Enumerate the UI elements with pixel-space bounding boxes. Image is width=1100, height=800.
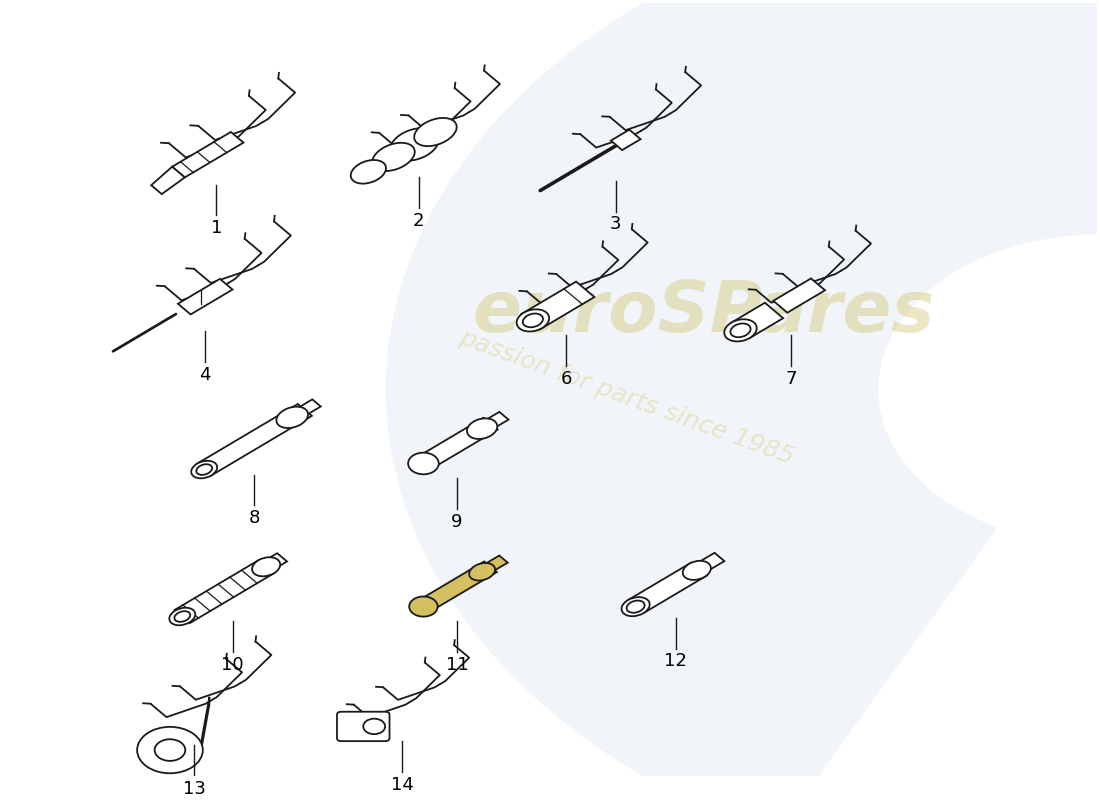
Text: 8: 8 xyxy=(249,510,261,527)
Polygon shape xyxy=(700,553,725,570)
Text: 11: 11 xyxy=(446,656,469,674)
Ellipse shape xyxy=(730,323,750,338)
Polygon shape xyxy=(178,279,232,314)
Ellipse shape xyxy=(191,461,217,478)
Text: 4: 4 xyxy=(199,366,211,384)
Polygon shape xyxy=(417,418,497,470)
Ellipse shape xyxy=(522,314,543,327)
Ellipse shape xyxy=(252,558,280,576)
Ellipse shape xyxy=(724,319,757,342)
Polygon shape xyxy=(151,166,185,194)
Polygon shape xyxy=(262,553,287,570)
Text: passion for parts since 1985: passion for parts since 1985 xyxy=(456,326,798,469)
Ellipse shape xyxy=(468,418,497,439)
Ellipse shape xyxy=(627,601,645,613)
Polygon shape xyxy=(200,697,209,753)
Text: 6: 6 xyxy=(561,370,572,388)
Ellipse shape xyxy=(415,118,456,146)
Ellipse shape xyxy=(408,453,439,474)
Text: 2: 2 xyxy=(412,211,425,230)
Ellipse shape xyxy=(470,563,495,581)
Text: 14: 14 xyxy=(390,776,414,794)
Polygon shape xyxy=(610,130,640,150)
Ellipse shape xyxy=(169,608,196,626)
Text: 1: 1 xyxy=(210,219,222,238)
Ellipse shape xyxy=(683,561,711,580)
Polygon shape xyxy=(386,0,1100,800)
Ellipse shape xyxy=(196,464,212,475)
Text: 12: 12 xyxy=(664,653,688,670)
Polygon shape xyxy=(521,282,594,330)
Polygon shape xyxy=(486,412,508,427)
Ellipse shape xyxy=(351,160,386,184)
Circle shape xyxy=(155,739,185,761)
Polygon shape xyxy=(486,555,508,570)
Polygon shape xyxy=(175,560,274,623)
Ellipse shape xyxy=(621,597,650,616)
FancyBboxPatch shape xyxy=(337,712,389,741)
Polygon shape xyxy=(297,399,321,415)
Circle shape xyxy=(138,727,202,774)
Ellipse shape xyxy=(517,310,549,331)
Polygon shape xyxy=(628,562,706,613)
Ellipse shape xyxy=(409,597,438,617)
Text: 13: 13 xyxy=(183,780,206,798)
Polygon shape xyxy=(197,404,311,475)
Text: 9: 9 xyxy=(451,513,463,531)
Ellipse shape xyxy=(390,128,439,161)
Ellipse shape xyxy=(276,406,308,428)
Text: 7: 7 xyxy=(785,370,796,388)
Polygon shape xyxy=(417,562,497,612)
Polygon shape xyxy=(172,132,243,178)
Text: 3: 3 xyxy=(609,215,622,234)
Ellipse shape xyxy=(175,611,190,622)
Ellipse shape xyxy=(372,143,415,171)
Polygon shape xyxy=(773,278,825,313)
Circle shape xyxy=(363,718,385,734)
Text: euroSPares: euroSPares xyxy=(472,278,934,346)
Text: 10: 10 xyxy=(221,656,244,674)
Polygon shape xyxy=(732,302,783,338)
